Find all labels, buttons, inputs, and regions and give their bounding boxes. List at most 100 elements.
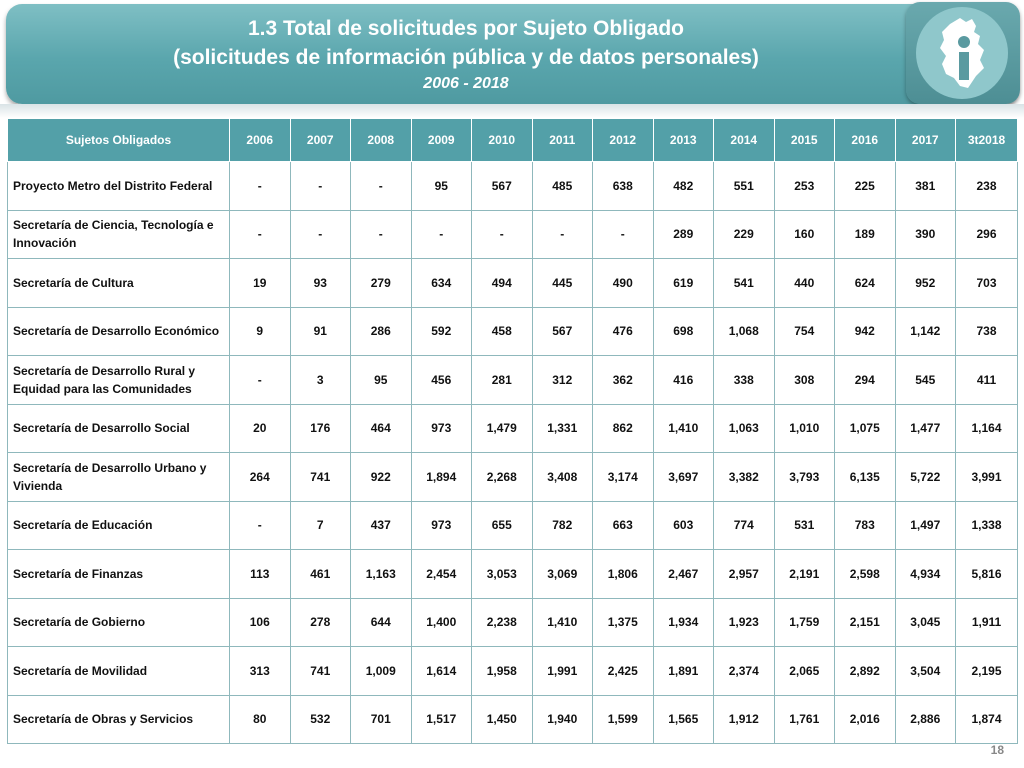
table-cell: 1,142 — [894, 306, 956, 356]
table-cell: 494 — [471, 258, 533, 308]
table-cell: 296 — [955, 209, 1018, 259]
table-cell: 1,375 — [592, 597, 654, 647]
table-cell: 338 — [713, 355, 775, 405]
table-cell: 362 — [592, 355, 654, 405]
table-cell: 541 — [713, 258, 775, 308]
table-cell: 411 — [955, 355, 1018, 405]
table-cell: 1,761 — [773, 694, 835, 744]
row-label: Secretaría de Gobierno — [7, 597, 230, 647]
table-cell: 698 — [652, 306, 714, 356]
table-row: Secretaría de Desarrollo Urbano y Vivien… — [7, 452, 1018, 502]
row-label: Secretaría de Obras y Servicios — [7, 694, 230, 744]
table-cell: 20 — [229, 403, 291, 453]
column-header: 2007 — [289, 118, 351, 162]
table-cell: 531 — [773, 500, 835, 550]
table-cell: 3,991 — [955, 452, 1018, 502]
table-cell: 91 — [289, 306, 351, 356]
row-label: Secretaría de Desarrollo Social — [7, 403, 230, 453]
table-cell: 3,174 — [592, 452, 654, 502]
table-cell: 1,923 — [713, 597, 775, 647]
row-label: Secretaría de Educación — [7, 500, 230, 550]
column-header: 2011 — [531, 118, 593, 162]
table-cell: 1,759 — [773, 597, 835, 647]
table-cell: 225 — [834, 161, 896, 211]
table-cell: 1,068 — [713, 306, 775, 356]
table-cell: 3,045 — [894, 597, 956, 647]
table-cell: 703 — [955, 258, 1018, 308]
table-cell: 238 — [955, 161, 1018, 211]
table-cell: 1,410 — [652, 403, 714, 453]
table-cell: 2,467 — [652, 549, 714, 599]
column-header: 2017 — [894, 118, 956, 162]
logo-badge — [906, 2, 1020, 104]
table-cell: 160 — [773, 209, 835, 259]
table-cell: 3,793 — [773, 452, 835, 502]
table-cell: 619 — [652, 258, 714, 308]
table-cell: 416 — [652, 355, 714, 405]
table-cell: 1,934 — [652, 597, 714, 647]
table-cell: 286 — [350, 306, 412, 356]
column-header: Sujetos Obligados — [7, 118, 230, 162]
table-cell: 952 — [894, 258, 956, 308]
table-cell: 3 — [289, 355, 351, 405]
table-cell: - — [350, 209, 412, 259]
table-cell: 774 — [713, 500, 775, 550]
page-subtitle-years: 2006 - 2018 — [423, 75, 509, 92]
column-header: 3t2018 — [955, 118, 1018, 162]
table-cell: 2,195 — [955, 646, 1018, 696]
row-label: Secretaría de Cultura — [7, 258, 230, 308]
table-cell: 289 — [652, 209, 714, 259]
table-cell: 592 — [410, 306, 472, 356]
row-label: Secretaría de Desarrollo Rural y Equidad… — [7, 355, 230, 405]
row-label: Secretaría de Desarrollo Urbano y Vivien… — [7, 452, 230, 502]
table-cell: 1,806 — [592, 549, 654, 599]
table-cell: 2,886 — [894, 694, 956, 744]
table-cell: 782 — [531, 500, 593, 550]
table-cell: 1,331 — [531, 403, 593, 453]
table-cell: - — [350, 161, 412, 211]
header-separator — [0, 104, 1024, 118]
table-cell: 603 — [652, 500, 714, 550]
table-cell: 655 — [471, 500, 533, 550]
table-cell: 482 — [652, 161, 714, 211]
table-cell: 2,957 — [713, 549, 775, 599]
table-cell: 922 — [350, 452, 412, 502]
table-cell: 624 — [834, 258, 896, 308]
table-cell: 308 — [773, 355, 835, 405]
table-cell: 6,135 — [834, 452, 896, 502]
table-cell: 80 — [229, 694, 291, 744]
table-cell: 701 — [350, 694, 412, 744]
table-cell: 281 — [471, 355, 533, 405]
table-cell: 1,009 — [350, 646, 412, 696]
column-header: 2010 — [471, 118, 533, 162]
row-label: Secretaría de Movilidad — [7, 646, 230, 696]
cdmx-map-info-logo-icon — [940, 18, 984, 88]
table-row: Secretaría de Finanzas 113 461 1,163 2,454 3,… — [7, 549, 1018, 599]
table-cell: 189 — [834, 209, 896, 259]
solicitudes-table: Sujetos Obligados 2006 2007 2008 2009 20… — [7, 118, 1018, 744]
table-cell: 2,454 — [410, 549, 472, 599]
table-row: Secretaría de Cultura 19 93 279 634 494 445 490… — [7, 258, 1018, 308]
table-row: Secretaría de Movilidad 313 741 1,009 1,614 1… — [7, 646, 1018, 696]
title-block: 1.3 Total de solicitudes por Sujeto Obli… — [26, 14, 906, 95]
table-cell: - — [410, 209, 472, 259]
table-cell: 1,450 — [471, 694, 533, 744]
table-cell: 1,894 — [410, 452, 472, 502]
table-cell: - — [229, 161, 291, 211]
table-cell: 2,598 — [834, 549, 896, 599]
column-header: 2016 — [834, 118, 896, 162]
table-cell: 3,408 — [531, 452, 593, 502]
row-label: Secretaría de Ciencia, Tecnología e Inno… — [7, 209, 230, 259]
table-cell: 754 — [773, 306, 835, 356]
table-cell: 1,958 — [471, 646, 533, 696]
table-row: Secretaría de Desarrollo Rural y Equidad… — [7, 355, 1018, 405]
table-cell: 279 — [350, 258, 412, 308]
table-cell: 567 — [471, 161, 533, 211]
table-cell: 1,400 — [410, 597, 472, 647]
column-header: 2014 — [713, 118, 775, 162]
table-cell: 7 — [289, 500, 351, 550]
title-banner: 1.3 Total de solicitudes por Sujeto Obli… — [6, 4, 1018, 104]
table-cell: - — [471, 209, 533, 259]
table-row: Proyecto Metro del Distrito Federal - - -95… — [7, 161, 1018, 211]
table-cell: 1,912 — [713, 694, 775, 744]
